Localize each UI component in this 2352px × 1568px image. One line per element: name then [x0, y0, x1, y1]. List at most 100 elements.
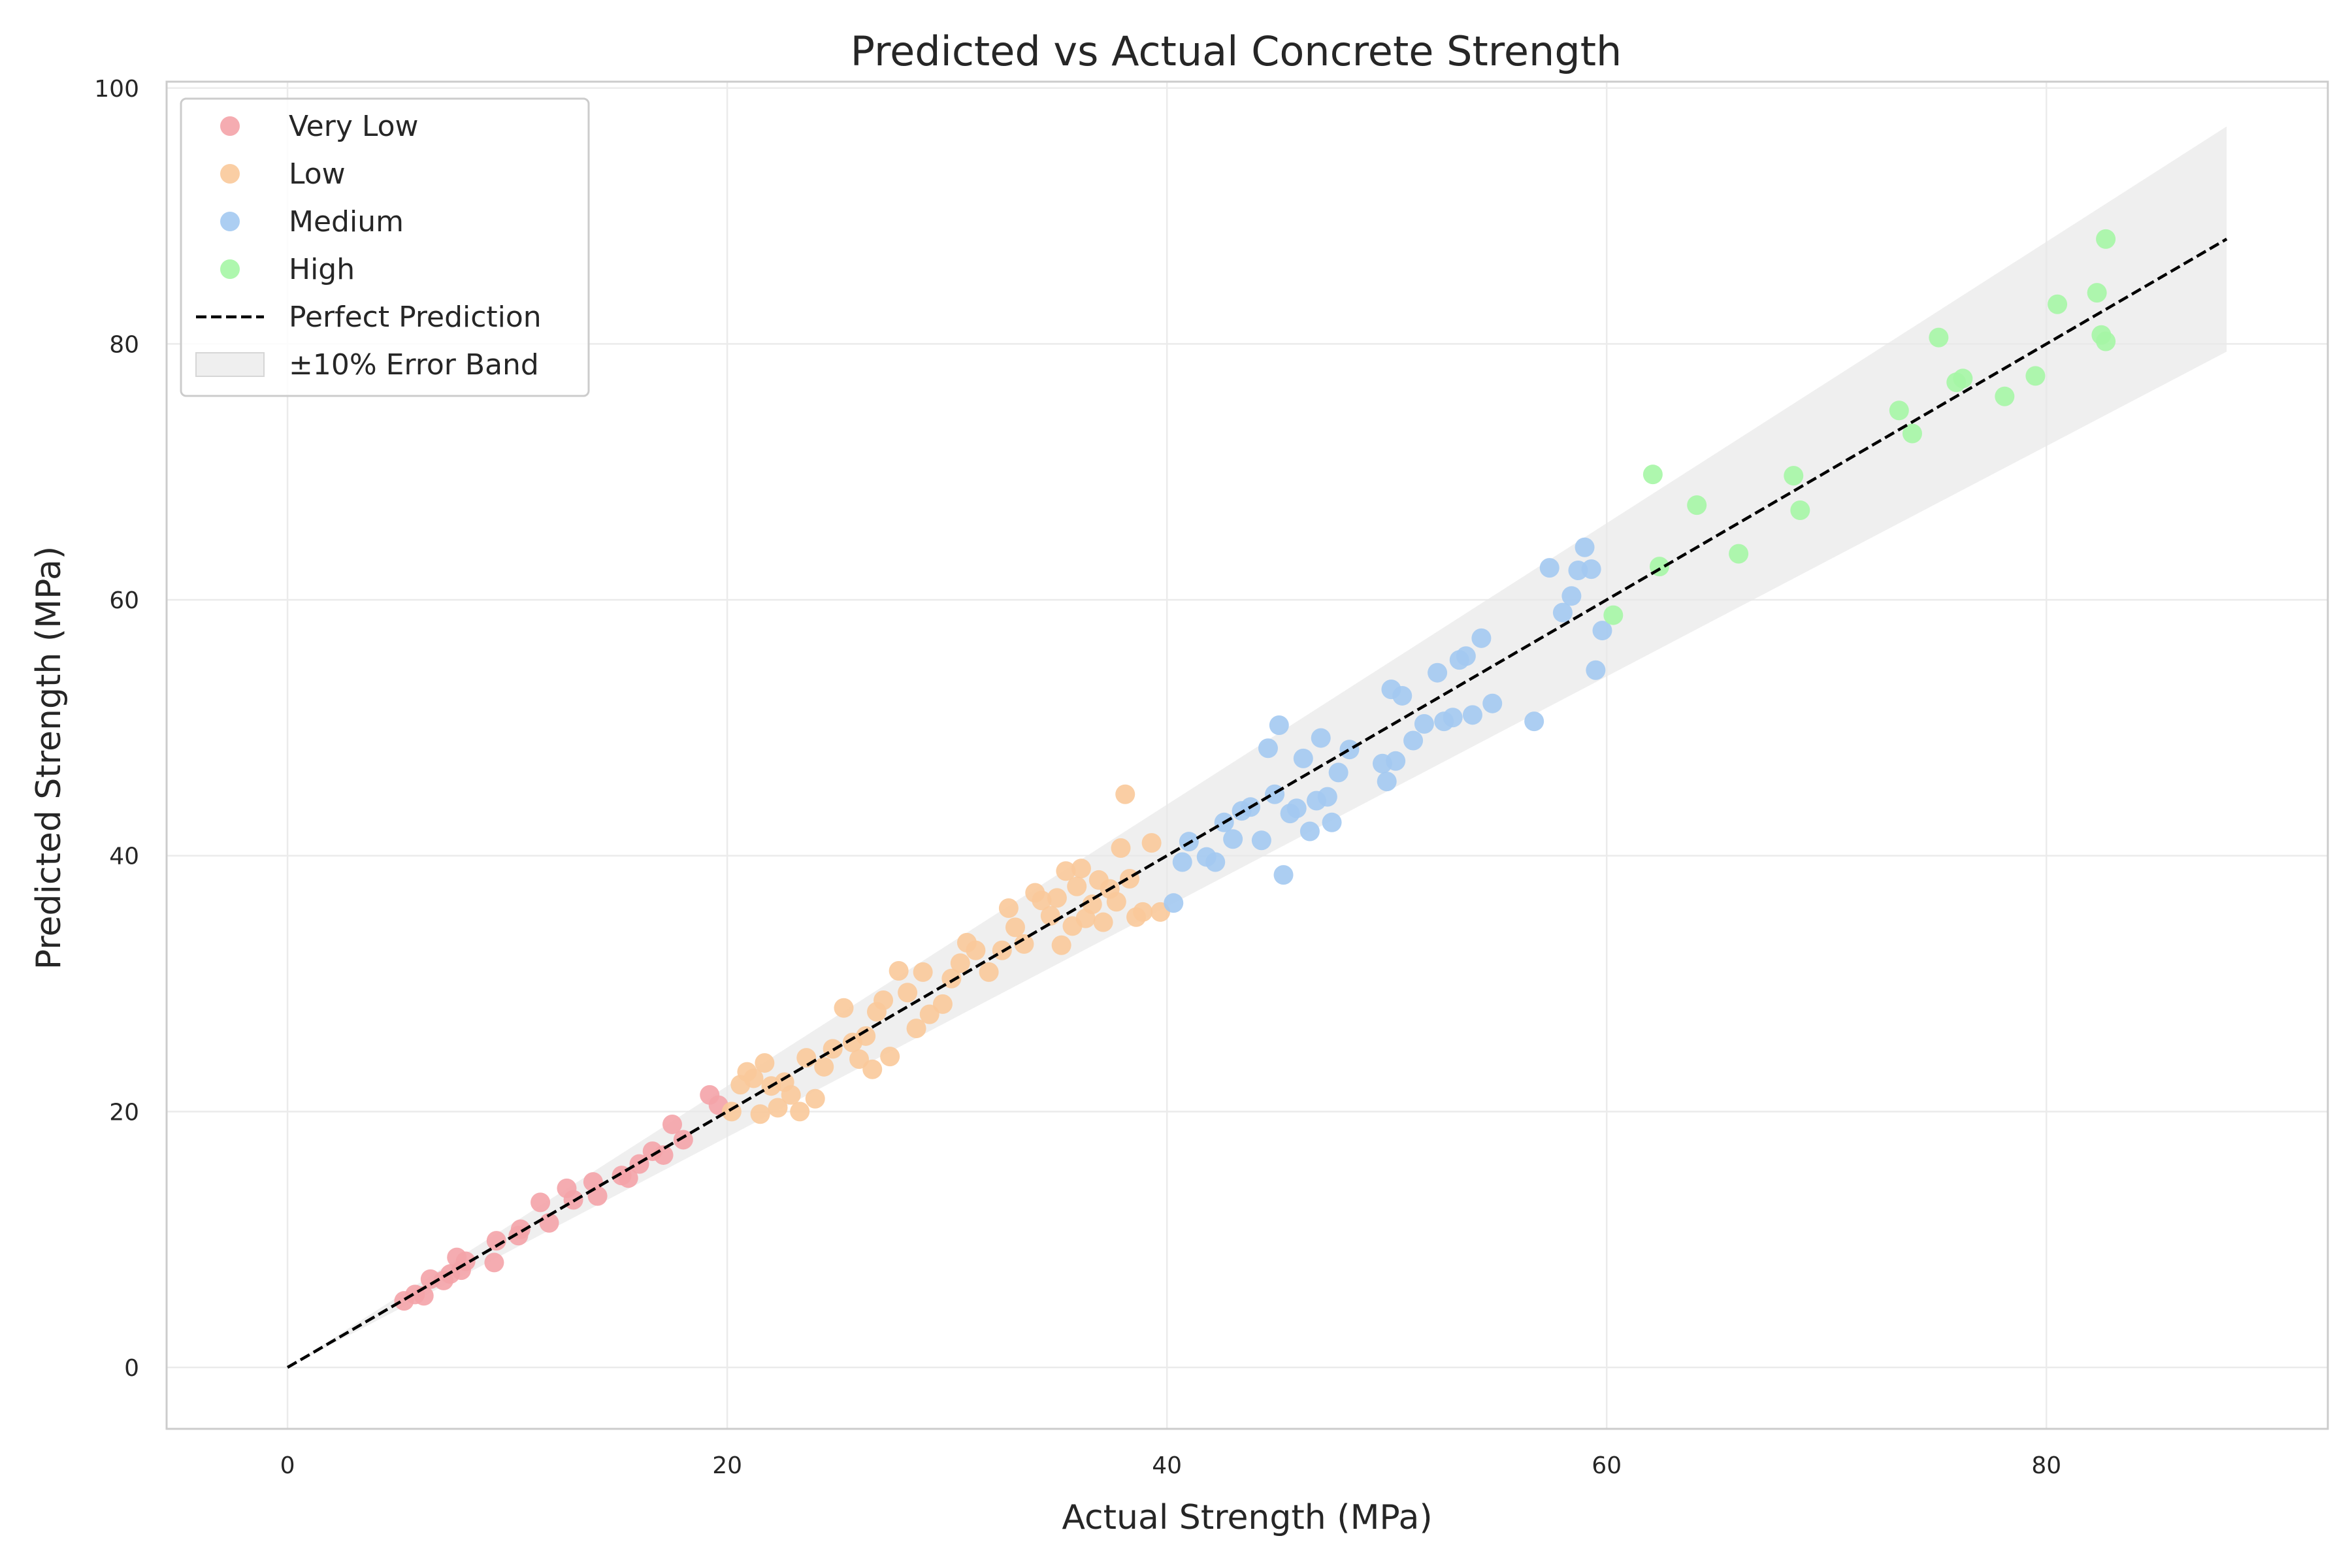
data-point [1889, 400, 1909, 421]
data-point [750, 1104, 770, 1124]
x-tick-label: 0 [280, 1452, 295, 1479]
data-point [1687, 495, 1707, 515]
data-point [796, 1048, 817, 1068]
perfect-prediction-line [286, 237, 2228, 1369]
data-point [1311, 728, 1331, 748]
data-point [768, 1098, 788, 1118]
data-point [755, 1053, 775, 1073]
y-axis-label: Predicted Strength (MPa) [29, 546, 69, 970]
data-point [1524, 711, 1544, 732]
data-point [1471, 628, 1492, 648]
legend: Very Low Low Medium High Perfect Prediction ±… [180, 97, 590, 397]
data-point [889, 960, 909, 981]
data-point [486, 1231, 506, 1251]
data-point [1575, 537, 1595, 557]
series-high [1603, 229, 2116, 625]
legend-label: Medium [289, 205, 404, 238]
legend-marker-high [220, 259, 240, 279]
data-point [662, 1114, 682, 1134]
data-point [2096, 229, 2116, 249]
x-tick-label: 80 [2031, 1452, 2061, 1479]
data-point [1414, 714, 1434, 734]
data-point [1790, 500, 1810, 521]
data-point [673, 1130, 693, 1150]
data-point [1586, 660, 1606, 680]
data-point [587, 1186, 608, 1206]
legend-label: High [289, 253, 355, 286]
data-point [1929, 327, 1949, 348]
data-point [1005, 917, 1025, 938]
data-point [618, 1168, 638, 1188]
data-point [1286, 798, 1307, 819]
data-point [1014, 934, 1034, 954]
data-point [1428, 662, 1448, 683]
data-point [1269, 715, 1289, 735]
legend-label: Low [289, 157, 346, 191]
data-point [531, 1192, 551, 1213]
data-point [932, 994, 953, 1014]
x-tick-label: 40 [1152, 1452, 1182, 1479]
legend-marker-medium [220, 212, 240, 231]
data-point [1317, 787, 1337, 807]
chart-title: Predicted vs Actual Concrete Strength [851, 27, 1622, 75]
data-point [1902, 423, 1922, 444]
data-point [1729, 544, 1749, 564]
data-point [1953, 368, 1973, 389]
data-point [1539, 558, 1560, 578]
data-point [919, 1004, 939, 1024]
data-point [1115, 784, 1135, 804]
legend-label: Very Low [289, 110, 419, 143]
data-point [1386, 751, 1406, 771]
data-point [1293, 748, 1313, 768]
y-tick-label: 20 [109, 1099, 139, 1126]
data-point [1552, 602, 1573, 623]
data-point [1339, 740, 1360, 760]
data-point [1403, 730, 1424, 751]
data-point [1223, 829, 1243, 849]
data-point [814, 1056, 834, 1077]
data-point [653, 1145, 674, 1165]
legend-box [180, 97, 590, 397]
data-point [1299, 821, 1320, 841]
data-point [805, 1088, 825, 1109]
data-point [1251, 830, 1271, 851]
data-point [1482, 693, 1503, 713]
series-low [721, 784, 1171, 1124]
data-point [874, 990, 894, 1010]
legend-label: Perfect Prediction [289, 301, 542, 334]
data-point [1561, 586, 1582, 606]
data-point [2087, 283, 2107, 303]
data-point [1093, 912, 1113, 932]
data-point [1067, 876, 1087, 896]
data-point [484, 1252, 504, 1273]
data-point [1205, 852, 1226, 872]
data-point [1133, 902, 1153, 922]
data-point [898, 983, 918, 1003]
y-axis-ticks: 0 20 40 60 80 100 [94, 76, 139, 1382]
data-point [1592, 621, 1612, 641]
data-point [1051, 935, 1071, 955]
data-point [1106, 892, 1126, 912]
reference-line [286, 237, 2228, 1369]
data-point [862, 1059, 883, 1079]
data-point [1082, 894, 1102, 915]
data-point [1071, 858, 1091, 879]
data-point [998, 898, 1019, 919]
data-point [1642, 465, 1663, 485]
data-point [1328, 762, 1348, 783]
data-point [1443, 708, 1463, 728]
data-point [1111, 838, 1131, 858]
data-point [906, 1019, 926, 1039]
y-tick-label: 100 [94, 76, 139, 103]
data-point [950, 953, 970, 973]
data-point [1047, 888, 1067, 908]
data-point [913, 962, 933, 982]
x-axis-label: Actual Strength (MPa) [1062, 1498, 1432, 1537]
data-point [880, 1047, 900, 1067]
data-point [966, 940, 986, 960]
data-point [1462, 705, 1482, 725]
data-point [849, 1049, 870, 1070]
data-point [1141, 833, 1162, 853]
data-point [1456, 646, 1476, 666]
